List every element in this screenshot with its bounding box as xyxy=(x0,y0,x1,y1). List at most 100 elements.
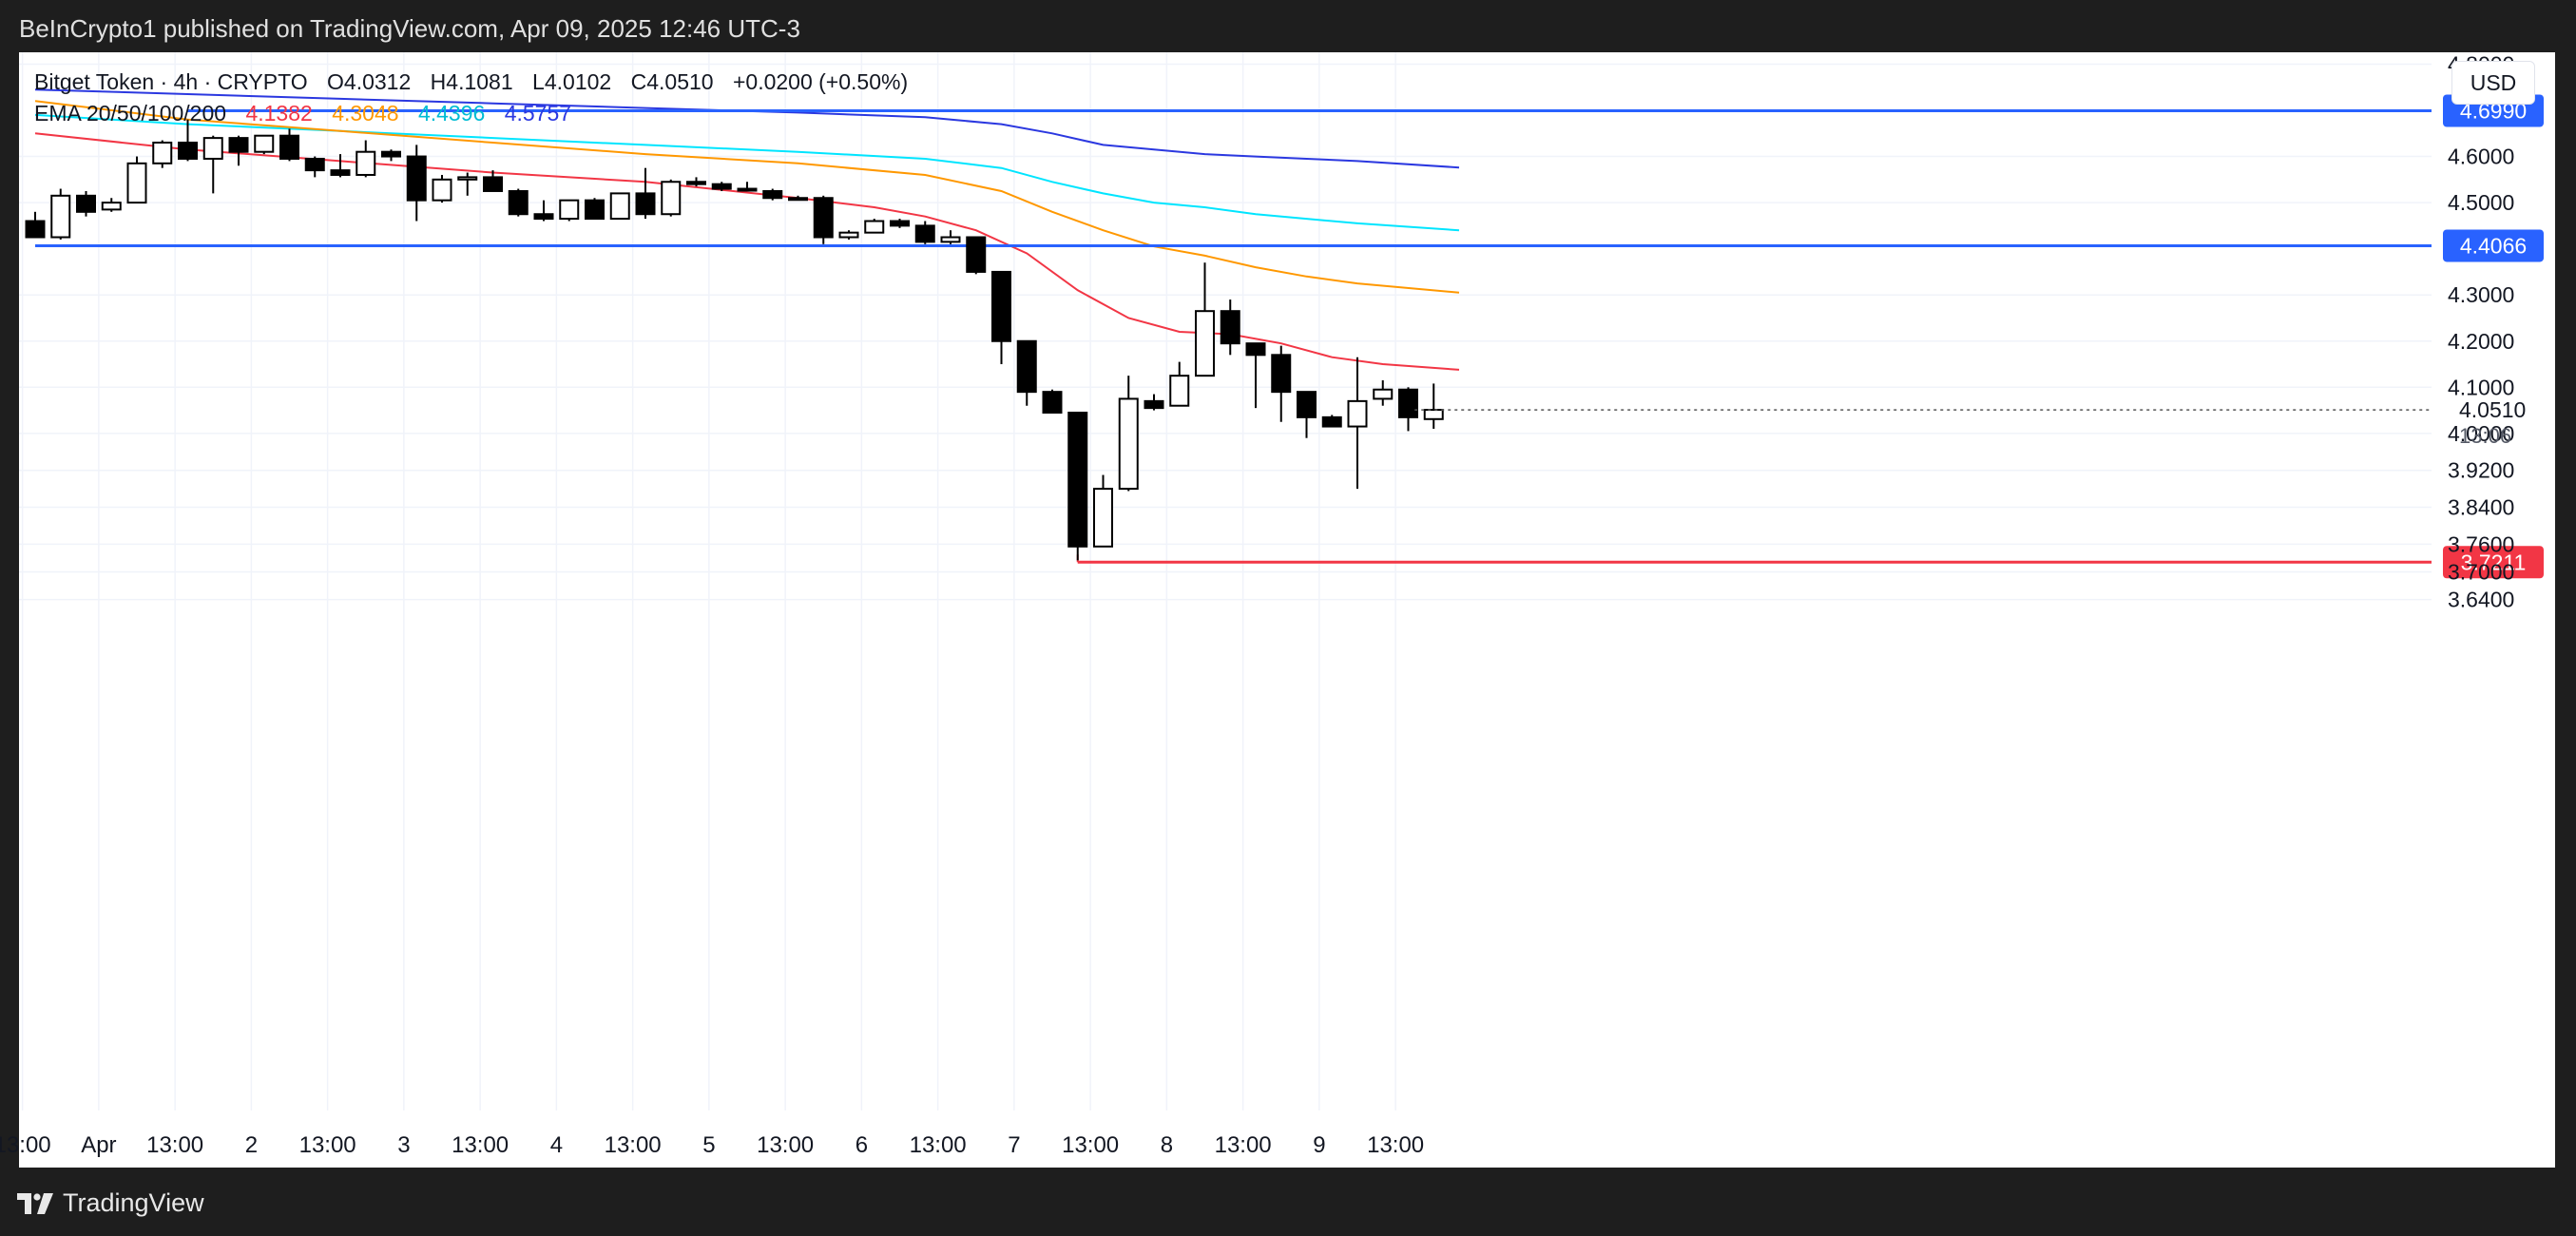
close-label: C xyxy=(630,69,647,94)
candle-body-up xyxy=(788,197,808,202)
candle xyxy=(1042,389,1063,415)
candle-body-down xyxy=(991,270,1011,342)
time-tick-label: 13:00 xyxy=(910,1132,967,1158)
level-price-label: 4.4066 xyxy=(2460,233,2527,258)
candle xyxy=(457,172,478,196)
level-price-badge xyxy=(2443,546,2544,579)
candle xyxy=(1321,415,1342,428)
candle xyxy=(1067,412,1088,561)
ema-lines xyxy=(34,88,1460,371)
ema20-line xyxy=(34,132,1460,371)
candle xyxy=(890,219,910,228)
candle-body-down xyxy=(533,213,554,221)
candle xyxy=(50,188,71,240)
price-tick-label: 4.5000 xyxy=(2448,190,2514,215)
candle xyxy=(1398,387,1418,432)
candle xyxy=(838,230,859,240)
candle-body-up xyxy=(101,202,122,211)
candle-body-down xyxy=(76,194,96,213)
candle-body-up xyxy=(152,141,173,164)
candle-body-down xyxy=(279,134,299,160)
time-tick-label: 3 xyxy=(397,1132,410,1158)
bar-countdown-label: 13:06 xyxy=(2459,424,2511,448)
time-tick-label: 13:00 xyxy=(299,1132,356,1158)
time-tick-label: 6 xyxy=(855,1132,868,1158)
chart-legend: Bitget Token · 4h · CRYPTO O4.0312 H4.10… xyxy=(34,67,908,129)
candle xyxy=(788,195,808,202)
candle xyxy=(1423,383,1444,429)
candle-body-up xyxy=(864,220,885,234)
high-label: H xyxy=(430,69,447,94)
candle xyxy=(813,195,834,244)
candle xyxy=(585,198,605,221)
symbol-label[interactable]: Bitget Token · 4h · CRYPTO xyxy=(34,69,308,94)
price-tick-label: 3.7000 xyxy=(2448,560,2514,585)
candle-body-down xyxy=(890,220,910,227)
candle xyxy=(1373,380,1394,406)
price-tick-label: 4.6000 xyxy=(2448,145,2514,169)
candle-body-down xyxy=(585,199,605,221)
price-tick-label: 3.8400 xyxy=(2448,495,2514,520)
price-tick-label: 3.7600 xyxy=(2448,531,2514,556)
candle-body-down xyxy=(686,181,706,185)
price-tick-label: 3.9200 xyxy=(2448,458,2514,483)
candle xyxy=(991,270,1011,365)
candle-body-up xyxy=(1373,388,1394,400)
candle xyxy=(686,177,706,187)
currency-button[interactable]: USD xyxy=(2451,61,2535,105)
ema-row: EMA 20/50/100/200 4.1382 4.3048 4.4396 4… xyxy=(34,98,908,129)
open-value: 4.0312 xyxy=(343,69,412,94)
candle-body-down xyxy=(381,150,401,158)
ema50-line xyxy=(34,100,1460,294)
ema100-value: 4.4396 xyxy=(417,101,486,126)
candle-body-up xyxy=(202,137,223,160)
low-value: 4.0102 xyxy=(544,69,612,94)
candle-body-up xyxy=(457,176,478,181)
candle xyxy=(940,230,961,244)
ema-label[interactable]: EMA 20/50/100/200 xyxy=(34,101,227,126)
candle xyxy=(1271,345,1292,422)
candle-body-down xyxy=(1016,339,1037,394)
tradingview-brand: TradingView xyxy=(63,1188,204,1217)
ema200-line xyxy=(34,88,1460,169)
candle-body-up xyxy=(1118,397,1139,491)
candle xyxy=(635,167,656,220)
tradingview-logo[interactable]: TradingView xyxy=(17,1188,204,1218)
price-tick-label: 3.6400 xyxy=(2448,588,2514,612)
ema100-line xyxy=(34,113,1460,232)
candle xyxy=(914,221,935,244)
candle xyxy=(559,199,580,222)
candle-body-down xyxy=(406,155,427,202)
low-label: L xyxy=(532,69,545,94)
candle xyxy=(1118,376,1139,492)
candle-body-down xyxy=(711,183,732,190)
candle-body-down xyxy=(813,197,834,239)
grid xyxy=(19,52,2432,1110)
time-tick-label: 5 xyxy=(702,1132,715,1158)
candle-body-up xyxy=(737,187,758,192)
time-tick-label: 13:00 xyxy=(1215,1132,1272,1158)
price-tick-label: 4.3000 xyxy=(2448,282,2514,307)
ohlc-row: Bitget Token · 4h · CRYPTO O4.0312 H4.10… xyxy=(34,67,908,98)
candle-body-up xyxy=(661,181,682,216)
candle-body-down xyxy=(1042,391,1063,415)
candle xyxy=(1169,361,1190,407)
candle xyxy=(101,198,122,212)
candle-body-up xyxy=(1195,310,1215,377)
chart-panel[interactable] xyxy=(19,52,2555,1168)
time-tick-label: 13:00 xyxy=(757,1132,814,1158)
candle-body-down xyxy=(483,176,503,192)
time-tick-label: 8 xyxy=(1161,1132,1173,1158)
time-tick-label: 13:00 xyxy=(0,1132,51,1158)
candle xyxy=(609,192,630,221)
time-tick-label: 13:00 xyxy=(605,1132,662,1158)
candle xyxy=(762,188,783,201)
candle-body-up xyxy=(432,178,452,202)
candle xyxy=(483,170,503,192)
candles xyxy=(25,119,1444,561)
candle xyxy=(661,179,682,217)
candle xyxy=(711,182,732,191)
time-tick-label: 13:00 xyxy=(452,1132,509,1158)
candle xyxy=(330,154,351,178)
